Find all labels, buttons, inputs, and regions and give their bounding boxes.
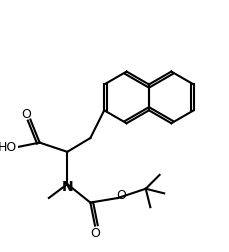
Text: O: O: [116, 189, 126, 202]
Text: O: O: [21, 108, 31, 121]
Text: O: O: [90, 227, 100, 240]
Text: HO: HO: [0, 141, 17, 154]
Text: N: N: [62, 180, 73, 194]
